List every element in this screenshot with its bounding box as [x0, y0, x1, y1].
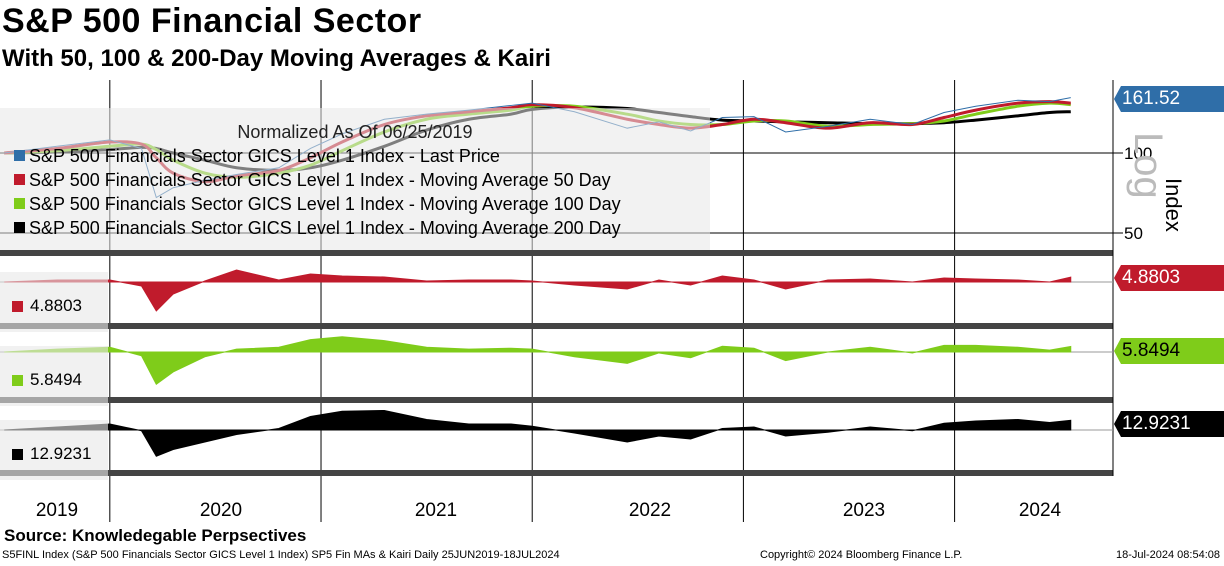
panel-value-k200: 12.9231: [30, 444, 92, 463]
legend-swatch-ma200: [14, 222, 25, 233]
legend-swatch-price: [14, 150, 25, 161]
chart-subtitle: With 50, 100 & 200-Day Moving Averages &…: [2, 45, 551, 72]
legend-label-price: S&P 500 Financials Sector GICS Level 1 I…: [29, 146, 500, 166]
year-label-2022: 2022: [628, 500, 672, 521]
legend-label-ma200: S&P 500 Financials Sector GICS Level 1 I…: [29, 218, 621, 238]
chart-title: S&P 500 Financial Sector: [2, 2, 422, 40]
kairi-area-kairi-100-day: [4, 336, 1072, 386]
legend-header: Normalized As Of 06/25/2019: [237, 122, 473, 142]
year-label-2024: 2024: [1018, 500, 1062, 521]
legend: Normalized As Of 06/25/2019 S&P 500 Fina…: [0, 108, 710, 250]
panel-swatch-k100: [12, 375, 23, 386]
chart-frame: [0, 80, 1114, 522]
legend-item-ma100: S&P 500 Financials Sector GICS Level 1 I…: [14, 194, 621, 215]
panel-label-k200: 12.9231: [0, 420, 108, 480]
ytick-50: 50: [1124, 224, 1143, 243]
footer-ticker: S5FINL Index (S&P 500 Financials Sector …: [2, 549, 560, 561]
panel-divider: [0, 323, 1113, 329]
year-label-2019: 2019: [35, 500, 79, 521]
ytick-100: 100: [1124, 144, 1153, 163]
panel-swatch-k200: [12, 449, 23, 460]
k100-tag: 5.8494: [1114, 338, 1224, 364]
k200-tag: 12.9231: [1114, 411, 1224, 437]
kairi-area-kairi-50-day: [4, 269, 1072, 312]
footer-timestamp: 18-Jul-2024 08:54:08: [1116, 549, 1220, 561]
legend-item-ma200: S&P 500 Financials Sector GICS Level 1 I…: [14, 218, 621, 239]
axis-scale-label: Log: [1126, 132, 1170, 199]
panel-swatch-k50: [12, 301, 23, 312]
price-tag: 161.52: [1114, 86, 1224, 112]
panel-divider: [0, 397, 1113, 403]
legend-item-ma50: S&P 500 Financials Sector GICS Level 1 I…: [14, 170, 611, 191]
year-label-2020: 2020: [199, 500, 243, 521]
panel-label-k50: 4.8803: [0, 272, 108, 332]
panel-label-k100: 5.8494: [0, 346, 108, 406]
legend-swatch-ma50: [14, 174, 25, 185]
panel-divider: [0, 250, 1113, 256]
k50-tag: 4.8803: [1114, 265, 1224, 291]
legend-item-price: S&P 500 Financials Sector GICS Level 1 I…: [14, 146, 500, 167]
source-note: Source: Knowledegable Perpsectives: [4, 526, 307, 545]
panel-value-k100: 5.8494: [30, 370, 82, 389]
kairi-panels: [0, 269, 1113, 457]
footer-copyright: Copyright© 2024 Bloomberg Finance L.P.: [760, 549, 963, 561]
year-label-2023: 2023: [842, 500, 886, 521]
legend-label-ma50: S&P 500 Financials Sector GICS Level 1 I…: [29, 170, 611, 190]
panel-value-k50: 4.8803: [30, 296, 82, 315]
panel-divider: [0, 470, 1113, 476]
year-label-2021: 2021: [414, 500, 458, 521]
legend-label-ma100: S&P 500 Financials Sector GICS Level 1 I…: [29, 194, 621, 214]
legend-swatch-ma100: [14, 198, 25, 209]
kairi-area-kairi-200-day: [4, 409, 1072, 457]
